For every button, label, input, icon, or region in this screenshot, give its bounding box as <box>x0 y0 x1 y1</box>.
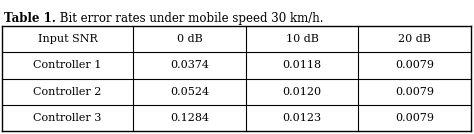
Text: 0.0123: 0.0123 <box>283 113 322 123</box>
Text: 0.0079: 0.0079 <box>395 87 434 97</box>
Text: Table 1.: Table 1. <box>4 12 56 25</box>
Text: Controller 1: Controller 1 <box>34 60 102 70</box>
Text: 0 dB: 0 dB <box>177 34 202 44</box>
Text: Controller 3: Controller 3 <box>34 113 102 123</box>
Text: 0.0524: 0.0524 <box>170 87 209 97</box>
Text: 10 dB: 10 dB <box>286 34 319 44</box>
Text: 0.1284: 0.1284 <box>170 113 209 123</box>
Text: 0.0374: 0.0374 <box>170 60 209 70</box>
Text: Bit error rates under mobile speed 30 km/h.: Bit error rates under mobile speed 30 km… <box>56 12 323 25</box>
Text: 0.0120: 0.0120 <box>283 87 322 97</box>
Text: 0.0079: 0.0079 <box>395 113 434 123</box>
Text: Input SNR: Input SNR <box>38 34 98 44</box>
Text: 0.0118: 0.0118 <box>283 60 322 70</box>
Text: 0.0079: 0.0079 <box>395 60 434 70</box>
Text: 20 dB: 20 dB <box>398 34 431 44</box>
Text: Controller 2: Controller 2 <box>34 87 102 97</box>
